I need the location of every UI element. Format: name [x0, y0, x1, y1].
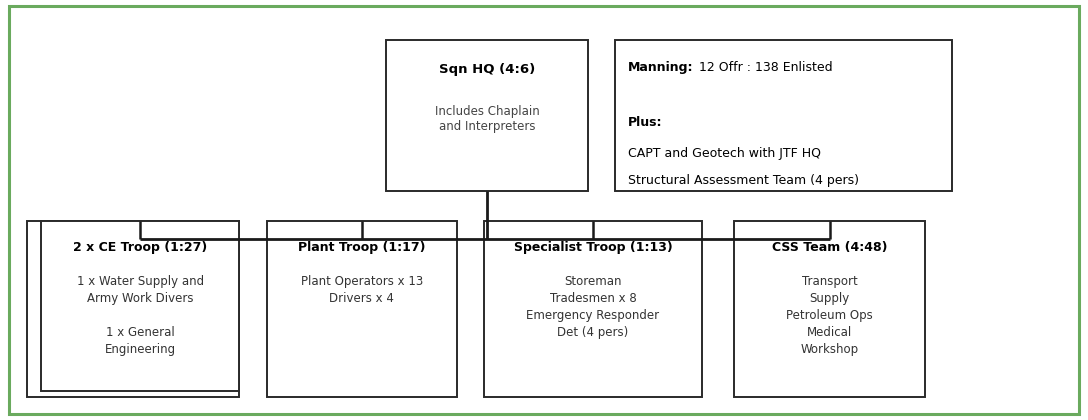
- Text: Sqn HQ (4:6): Sqn HQ (4:6): [438, 63, 535, 76]
- FancyBboxPatch shape: [386, 40, 588, 191]
- Text: Storeman
Tradesmen x 8
Emergency Responder
Det (4 pers): Storeman Tradesmen x 8 Emergency Respond…: [527, 275, 659, 339]
- Text: Specialist Troop (1:13): Specialist Troop (1:13): [514, 241, 672, 255]
- FancyBboxPatch shape: [27, 220, 239, 397]
- Text: Structural Assessment Team (4 pers): Structural Assessment Team (4 pers): [628, 174, 858, 187]
- FancyBboxPatch shape: [41, 220, 239, 391]
- Text: Plant Operators x 13
Drivers x 4: Plant Operators x 13 Drivers x 4: [300, 275, 423, 305]
- Text: Transport
Supply
Petroleum Ops
Medical
Workshop: Transport Supply Petroleum Ops Medical W…: [787, 275, 873, 356]
- FancyBboxPatch shape: [615, 40, 952, 191]
- Text: Includes Chaplain
and Interpreters: Includes Chaplain and Interpreters: [434, 105, 540, 133]
- Text: 12 Offr : 138 Enlisted: 12 Offr : 138 Enlisted: [695, 61, 832, 74]
- Text: Plant Troop (1:17): Plant Troop (1:17): [298, 241, 425, 255]
- Text: CAPT and Geotech with JTF HQ: CAPT and Geotech with JTF HQ: [628, 147, 820, 160]
- FancyBboxPatch shape: [484, 220, 702, 397]
- Text: CSS Team (4:48): CSS Team (4:48): [771, 241, 888, 255]
- Text: 2 x CE Troop (1:27): 2 x CE Troop (1:27): [73, 241, 208, 255]
- Text: Manning:: Manning:: [628, 61, 693, 74]
- Text: 1 x Water Supply and
Army Work Divers

1 x General
Engineering: 1 x Water Supply and Army Work Divers 1 …: [77, 275, 203, 356]
- FancyBboxPatch shape: [734, 220, 925, 397]
- FancyBboxPatch shape: [267, 220, 457, 397]
- Text: Plus:: Plus:: [628, 116, 663, 129]
